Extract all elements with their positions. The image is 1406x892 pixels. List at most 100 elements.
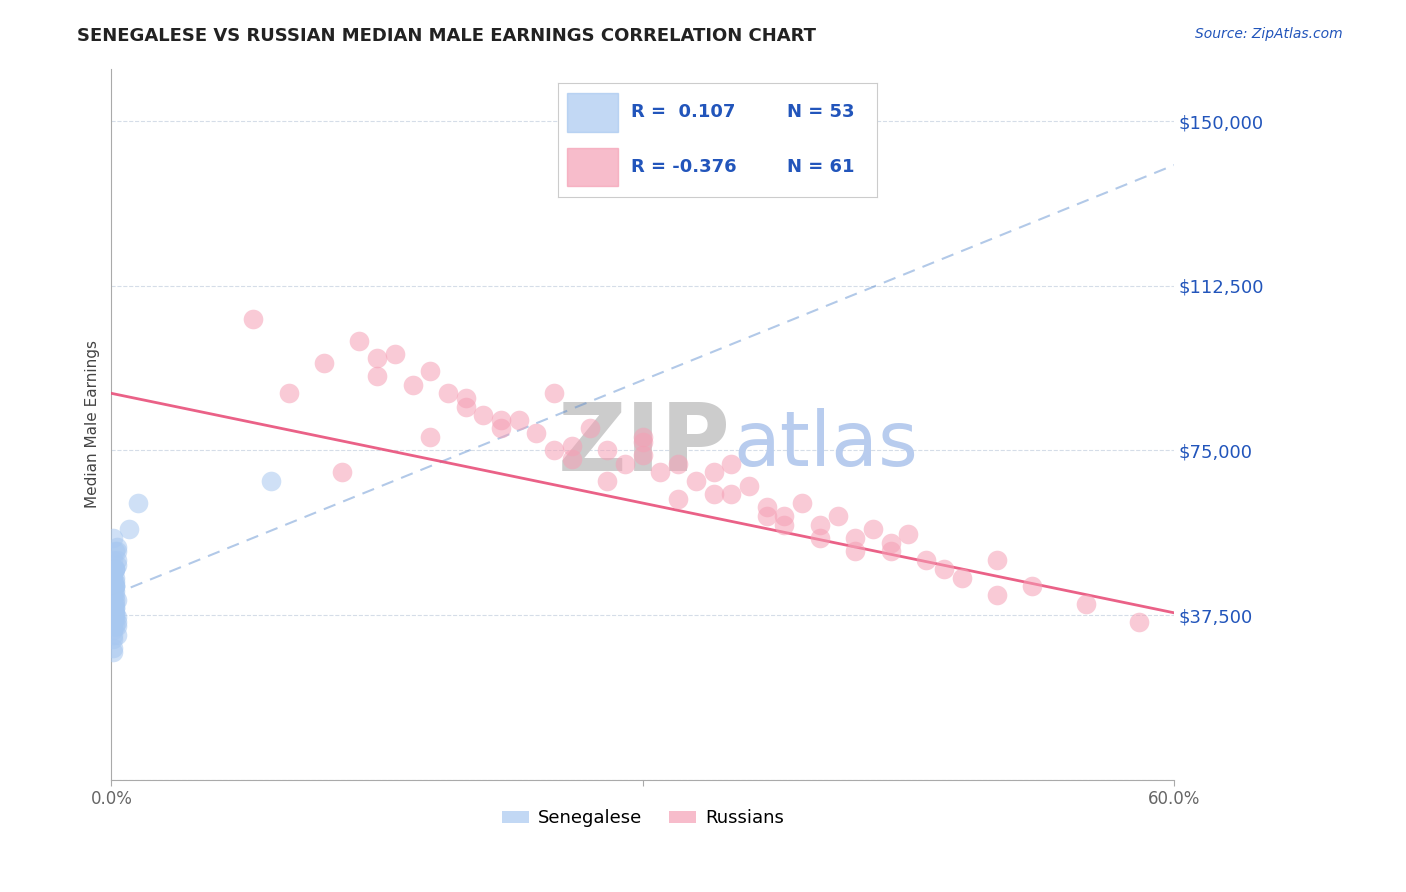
Point <box>104 575 127 590</box>
Point <box>561 439 583 453</box>
Text: atlas: atlas <box>733 409 918 483</box>
Point <box>104 606 127 620</box>
Point <box>738 478 761 492</box>
Point <box>105 592 128 607</box>
Point <box>101 566 124 581</box>
Point <box>543 443 565 458</box>
Point <box>104 610 127 624</box>
Point <box>631 448 654 462</box>
Point <box>773 518 796 533</box>
Text: ZIP: ZIP <box>558 400 731 491</box>
Point <box>104 606 127 620</box>
Point <box>366 368 388 383</box>
Point <box>105 553 128 567</box>
Point <box>104 579 127 593</box>
Point <box>104 583 127 598</box>
Point <box>526 425 548 440</box>
Point <box>808 531 831 545</box>
Point <box>454 400 477 414</box>
Point <box>105 544 128 558</box>
Point <box>489 421 512 435</box>
Point <box>277 386 299 401</box>
Point <box>242 311 264 326</box>
Point <box>105 628 128 642</box>
Point <box>104 592 127 607</box>
Point <box>950 571 973 585</box>
Point <box>101 615 124 629</box>
Point <box>104 562 127 576</box>
Point <box>614 457 637 471</box>
Point <box>915 553 938 567</box>
Point <box>101 592 124 607</box>
Point <box>105 615 128 629</box>
Point <box>755 509 778 524</box>
Text: SENEGALESE VS RUSSIAN MEDIAN MALE EARNINGS CORRELATION CHART: SENEGALESE VS RUSSIAN MEDIAN MALE EARNIN… <box>77 27 817 45</box>
Point <box>454 391 477 405</box>
Point <box>986 553 1008 567</box>
Point <box>101 575 124 590</box>
Point <box>101 597 124 611</box>
Point <box>862 523 884 537</box>
Point <box>880 544 903 558</box>
Point <box>472 409 495 423</box>
Point <box>703 487 725 501</box>
Point <box>366 351 388 366</box>
Point <box>419 430 441 444</box>
Point <box>561 452 583 467</box>
Point <box>101 606 124 620</box>
Point <box>104 610 127 624</box>
Point <box>1021 579 1043 593</box>
Y-axis label: Median Male Earnings: Median Male Earnings <box>86 340 100 508</box>
Point <box>1074 597 1097 611</box>
Point <box>104 588 127 602</box>
Point <box>844 544 866 558</box>
Point <box>578 421 600 435</box>
Point <box>703 466 725 480</box>
Point <box>827 509 849 524</box>
Point <box>101 619 124 633</box>
Point <box>932 562 955 576</box>
Point <box>312 356 335 370</box>
Point <box>755 500 778 515</box>
Point <box>596 474 619 488</box>
Point <box>685 474 707 488</box>
Point <box>543 386 565 401</box>
Point <box>330 466 353 480</box>
Point <box>118 523 141 537</box>
Point <box>104 619 127 633</box>
Text: Source: ZipAtlas.com: Source: ZipAtlas.com <box>1195 27 1343 41</box>
Point <box>489 412 512 426</box>
Point <box>986 588 1008 602</box>
Point <box>104 579 127 593</box>
Point <box>101 553 124 567</box>
Point <box>101 645 124 659</box>
Point <box>508 412 530 426</box>
Point <box>631 434 654 449</box>
Point <box>720 457 742 471</box>
Point <box>897 526 920 541</box>
Point <box>844 531 866 545</box>
Point <box>105 558 128 572</box>
Point <box>631 430 654 444</box>
Point <box>792 496 814 510</box>
Point <box>101 640 124 655</box>
Point <box>104 597 127 611</box>
Point <box>1128 615 1150 629</box>
Point <box>105 540 128 554</box>
Point <box>773 509 796 524</box>
Point <box>101 632 124 647</box>
Point <box>666 491 689 506</box>
Point <box>720 487 742 501</box>
Legend: Senegalese, Russians: Senegalese, Russians <box>495 802 792 835</box>
Point <box>384 347 406 361</box>
Point <box>104 544 127 558</box>
Point <box>104 562 127 576</box>
Point <box>105 619 128 633</box>
Point <box>101 571 124 585</box>
Point <box>104 579 127 593</box>
Point <box>101 566 124 581</box>
Point <box>880 535 903 549</box>
Point <box>104 562 127 576</box>
Point <box>104 601 127 615</box>
Point <box>101 628 124 642</box>
